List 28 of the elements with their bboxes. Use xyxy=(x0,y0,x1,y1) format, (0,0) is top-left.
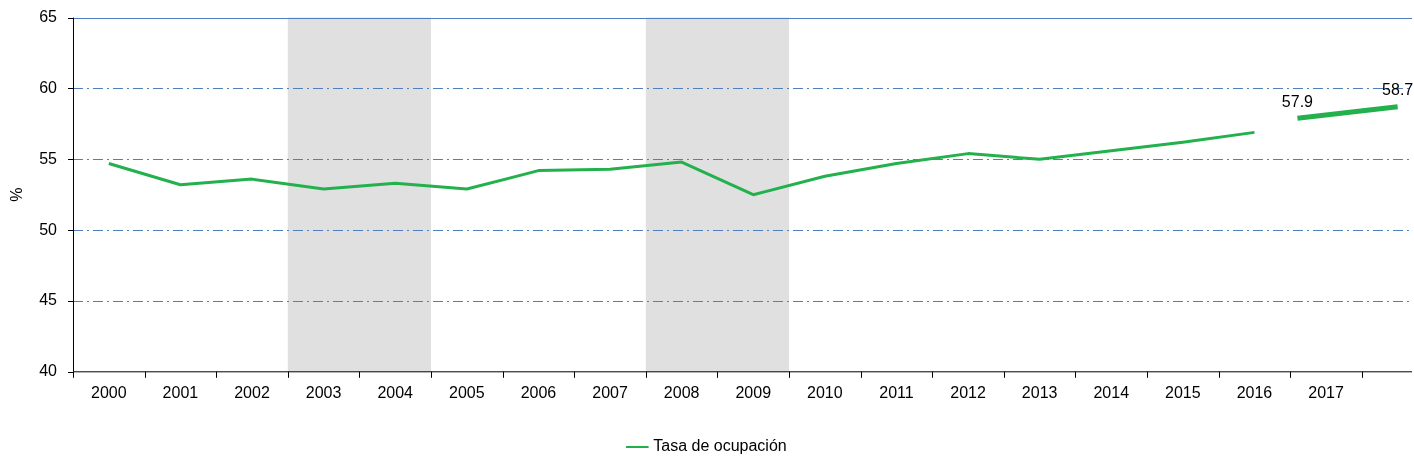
x-tick-label: 2007 xyxy=(592,383,628,401)
x-tick-label: 2010 xyxy=(807,383,843,401)
data-label: 58.7 xyxy=(1382,81,1414,99)
x-tick-label: 2006 xyxy=(520,383,557,401)
y-tick-label: 45 xyxy=(39,291,58,309)
x-tick-label: 2008 xyxy=(663,383,700,401)
x-tick-label: 2000 xyxy=(91,383,127,401)
x-tick-label: 2003 xyxy=(305,383,342,401)
x-tick-label: 2004 xyxy=(377,383,414,401)
x-tick-label: 2005 xyxy=(449,383,485,401)
y-tick-label: 55 xyxy=(39,149,58,167)
y-tick-label: 50 xyxy=(39,220,58,238)
x-tick-label: 2011 xyxy=(879,383,914,401)
x-tick-label: 2014 xyxy=(1093,383,1130,401)
legend-label: Tasa de ocupación xyxy=(653,437,787,455)
x-tick-label: 2013 xyxy=(1021,383,1058,401)
y-tick-label: 40 xyxy=(39,362,58,380)
x-tick-label: 2017 xyxy=(1308,383,1344,401)
y-tick-label: 65 xyxy=(39,8,58,26)
y-tick-label: 60 xyxy=(39,78,58,96)
x-tick-label: 2015 xyxy=(1165,383,1201,401)
x-tick-label: 2012 xyxy=(950,383,986,401)
x-tick-label: 2009 xyxy=(735,383,772,401)
x-tick-label: 2001 xyxy=(162,383,199,401)
data-label: 57.9 xyxy=(1281,92,1314,110)
y-axis-title: % xyxy=(8,187,26,202)
x-tick-label: 2016 xyxy=(1236,383,1273,401)
x-tick-label: 2002 xyxy=(234,383,270,401)
